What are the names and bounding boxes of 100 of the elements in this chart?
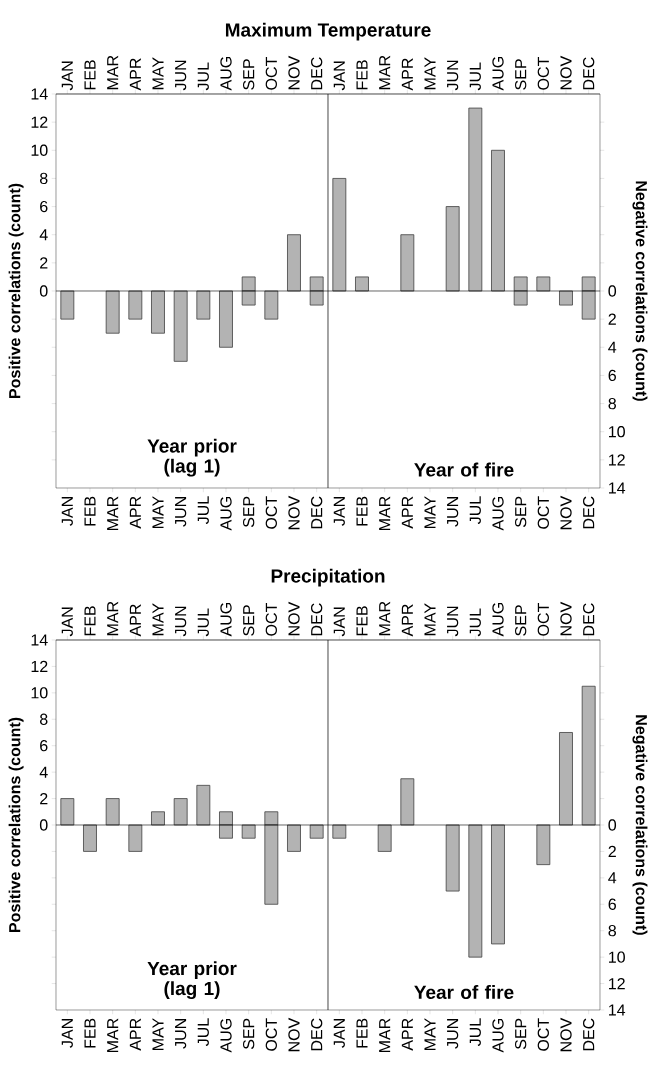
bar [196,784,211,826]
bar [241,290,256,306]
category-label: FEB [356,1018,368,1048]
category-label: NOV [288,495,300,530]
bar [309,290,324,306]
x-tick-label: DEC [311,57,323,90]
x-tick-label: SEP [243,59,255,90]
chart-title: Precipitation [271,568,385,587]
bar [264,811,279,826]
category-label: JAN [61,497,73,526]
x-tick-label: DEC [583,57,595,90]
x-tick-label: JAN [333,61,345,91]
y-tick-label: 12 [609,977,625,990]
bar [287,234,301,292]
category-label: OCT [265,496,277,529]
bar [128,290,143,320]
category-label: SEP [515,1018,527,1050]
annotation: Year prior (lag 1) [147,438,237,477]
category-label: APR [401,496,413,529]
annotation: Year of fire [414,462,514,477]
y-tick-label: 10 [609,426,625,438]
category-label: APR [129,1018,141,1051]
y-axis-title: Positive correlations (count) [8,183,24,398]
category-label: JUL [469,1018,481,1046]
y-tick-label: 14 [609,482,626,494]
y-tick-label: 0 [39,819,48,831]
bar [287,824,301,852]
category-label: MAR [379,496,391,531]
x-tick-label: SEP [515,59,527,90]
x-tick-label: AUG [220,602,232,637]
y-tick-label: 2 [608,845,616,858]
bar [60,290,75,320]
category-label: SEP [243,496,255,528]
category-label: SEP [243,1018,255,1050]
category-label: JUL [469,496,481,524]
category-label: JUL [197,496,209,524]
y-tick-label: 4 [608,341,617,353]
x-tick-label: MAY [424,603,436,636]
x-tick-label: MAY [152,57,164,90]
bar [241,276,256,292]
x-tick-label: APR [401,604,413,637]
x-tick-label: MAY [424,57,436,90]
category-label: OCT [265,1018,277,1051]
y-tick-label: 10 [31,687,48,699]
bar [536,824,551,866]
category-label: MAY [424,496,436,528]
category-label: MAY [152,1018,164,1050]
category-label: APR [401,1018,413,1051]
y-tick-label: 8 [39,172,48,185]
category-label: FEB [84,496,96,526]
category-label: FEB [356,496,368,526]
bar [491,824,505,945]
bar [309,824,324,839]
bar [105,798,120,826]
x-tick-label: JAN [333,607,345,637]
x-tick-label: MAR [379,601,391,636]
category-label: SEP [515,496,527,528]
bar [377,824,392,852]
category-label: AUG [220,497,232,531]
category-label: NOV [288,1017,300,1052]
bar [241,824,256,839]
bar [151,811,165,826]
x-tick-label: FEB [356,606,368,636]
y-tick-label: 0 [608,285,617,297]
y-axis-title: Negative correlations (count) [632,715,648,935]
x-tick-label: OCT [265,603,277,636]
x-tick-label: MAR [107,601,119,636]
x-tick-label: NOV [560,55,572,90]
x-tick-label: AUG [492,602,504,637]
x-tick-label: SEP [243,605,255,636]
x-tick-label: NOV [288,55,300,90]
bar [445,206,460,292]
y-tick-label: 2 [608,313,616,325]
category-label: MAR [379,1018,391,1053]
x-tick-label: JUN [175,606,187,637]
y-axis-title: Positive correlations (count) [8,717,24,932]
x-tick-label: AUG [492,56,504,91]
category-label: JAN [333,497,345,526]
bar [581,290,596,320]
annotation: Year prior (lag 1) [147,961,237,1000]
x-tick-label: FEB [356,60,368,90]
category-label: NOV [560,1017,572,1052]
category-label: MAY [424,1018,436,1050]
bar [491,149,505,292]
x-tick-label: SEP [515,605,527,636]
category-label: AUG [492,1019,504,1053]
category-label: MAR [107,496,119,531]
x-tick-label: MAR [107,55,119,90]
y-tick-label: 8 [608,397,616,410]
bar [332,178,347,292]
bar [513,290,528,306]
x-tick-label: OCT [265,57,277,90]
y-tick-label: 0 [39,285,48,297]
category-label: AUG [220,1019,232,1053]
y-tick-label: 8 [39,713,48,725]
chart-title: Maximum Temperature [225,22,431,41]
category-label: DEC [311,496,323,529]
y-tick-label: 14 [31,88,48,100]
x-tick-label: JAN [61,61,73,91]
bar [536,276,551,292]
